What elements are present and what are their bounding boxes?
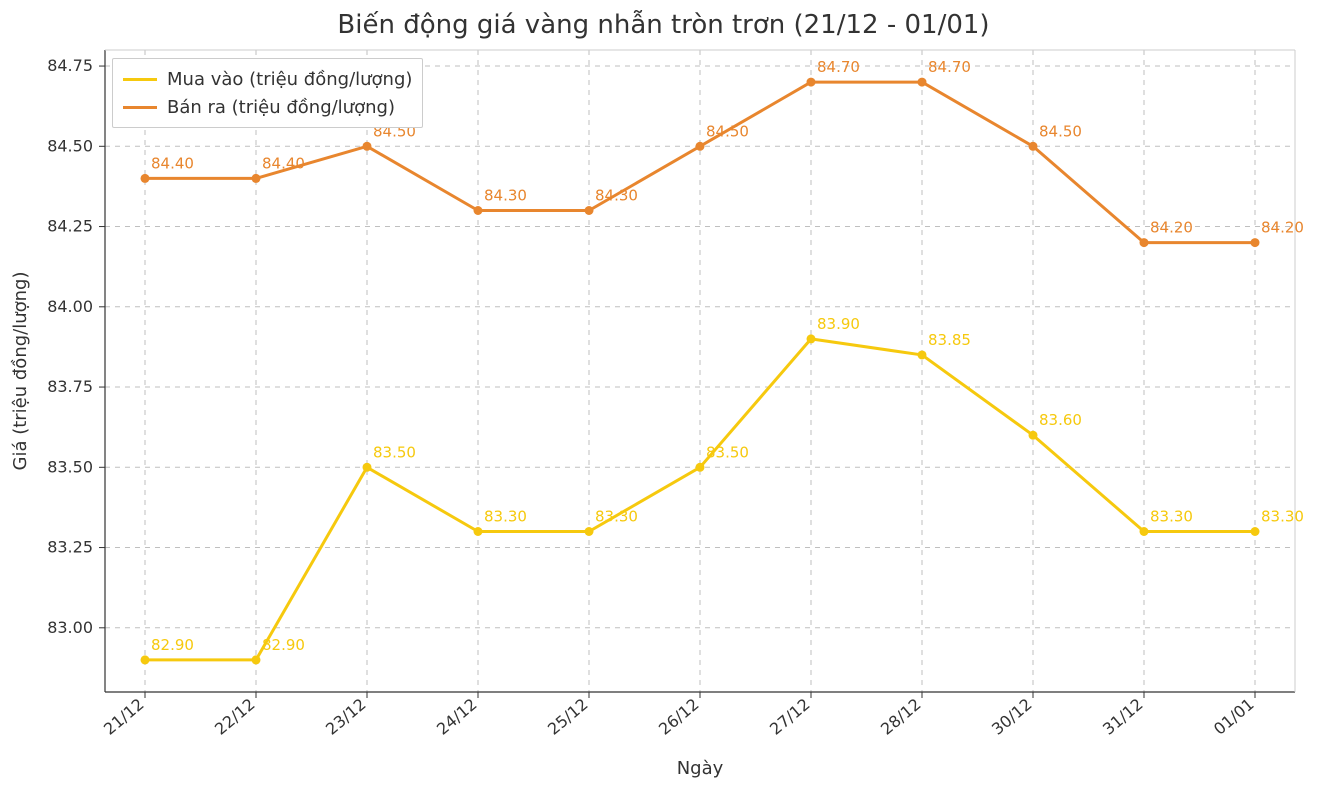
y-tick-label: 84.00: [47, 297, 93, 316]
sell-value-label: 84.50: [706, 122, 749, 140]
x-tick-label: 26/12: [655, 695, 703, 739]
sell-marker: [474, 206, 483, 215]
sell-marker: [807, 78, 816, 87]
y-axis-label: Giá (triệu đồng/lượng): [10, 271, 31, 470]
buy-marker: [1251, 527, 1260, 536]
buy-marker: [918, 350, 927, 359]
sell-marker: [1251, 238, 1260, 247]
legend-swatch: [123, 106, 157, 109]
buy-value-label: 83.50: [706, 443, 749, 461]
sell-marker: [1029, 142, 1038, 151]
sell-value-label: 84.30: [595, 187, 638, 205]
buy-value-label: 83.85: [928, 331, 971, 349]
y-tick-label: 84.25: [47, 217, 93, 236]
sell-value-label: 84.50: [1039, 122, 1082, 140]
sell-value-label: 84.20: [1150, 219, 1193, 237]
sell-value-label: 84.30: [484, 187, 527, 205]
buy-value-label: 83.30: [1150, 508, 1193, 526]
x-tick-label: 25/12: [544, 695, 592, 739]
sell-marker: [252, 174, 261, 183]
x-tick-label: 22/12: [211, 695, 259, 739]
buy-value-label: 82.90: [151, 636, 194, 654]
buy-marker: [363, 463, 372, 472]
buy-value-label: 83.30: [595, 508, 638, 526]
buy-marker: [1029, 431, 1038, 440]
sell-value-label: 84.70: [928, 58, 971, 76]
buy-marker: [585, 527, 594, 536]
x-tick-label: 24/12: [433, 695, 481, 739]
chart-legend: Mua vào (triệu đồng/lượng) Bán ra (triệu …: [112, 58, 423, 128]
x-tick-label: 27/12: [766, 695, 814, 739]
y-tick-label: 84.50: [47, 136, 93, 155]
buy-value-label: 83.90: [817, 315, 860, 333]
x-tick-label: 01/01: [1210, 695, 1258, 739]
x-tick-label: 28/12: [877, 695, 925, 739]
sell-value-label: 84.40: [151, 154, 194, 172]
buy-marker: [474, 527, 483, 536]
buy-marker: [141, 655, 150, 664]
y-tick-label: 83.00: [47, 618, 93, 637]
sell-marker: [141, 174, 150, 183]
sell-marker: [363, 142, 372, 151]
x-tick-label: 21/12: [100, 695, 148, 739]
sell-marker: [918, 78, 927, 87]
buy-value-label: 83.50: [373, 443, 416, 461]
buy-value-label: 83.30: [484, 508, 527, 526]
x-tick-label: 31/12: [1099, 695, 1147, 739]
buy-marker: [252, 655, 261, 664]
sell-marker: [696, 142, 705, 151]
y-tick-label: 83.25: [47, 538, 93, 557]
x-tick-label: 23/12: [322, 695, 370, 739]
sell-value-label: 84.40: [262, 154, 305, 172]
buy-value-label: 83.60: [1039, 411, 1082, 429]
sell-value-label: 84.70: [817, 58, 860, 76]
legend-label: Bán ra (triệu đồng/lượng): [167, 97, 395, 118]
y-tick-label: 83.75: [47, 377, 93, 396]
buy-marker: [807, 334, 816, 343]
legend-item-sell: Bán ra (triệu đồng/lượng): [123, 93, 412, 121]
sell-value-label: 84.20: [1261, 219, 1304, 237]
legend-swatch: [123, 78, 157, 81]
buy-value-label: 83.30: [1261, 508, 1304, 526]
x-tick-label: 30/12: [988, 695, 1036, 739]
legend-label: Mua vào (triệu đồng/lượng): [167, 69, 412, 90]
sell-marker: [1140, 238, 1149, 247]
buy-marker: [1140, 527, 1149, 536]
legend-item-buy: Mua vào (triệu đồng/lượng): [123, 65, 412, 93]
y-tick-label: 84.75: [47, 56, 93, 75]
gold-price-chart: Biến động giá vàng nhẫn tròn trơn (21/12…: [0, 0, 1327, 800]
buy-value-label: 82.90: [262, 636, 305, 654]
y-tick-label: 83.50: [47, 457, 93, 476]
x-axis-label: Ngày: [677, 758, 724, 779]
sell-marker: [585, 206, 594, 215]
buy-marker: [696, 463, 705, 472]
